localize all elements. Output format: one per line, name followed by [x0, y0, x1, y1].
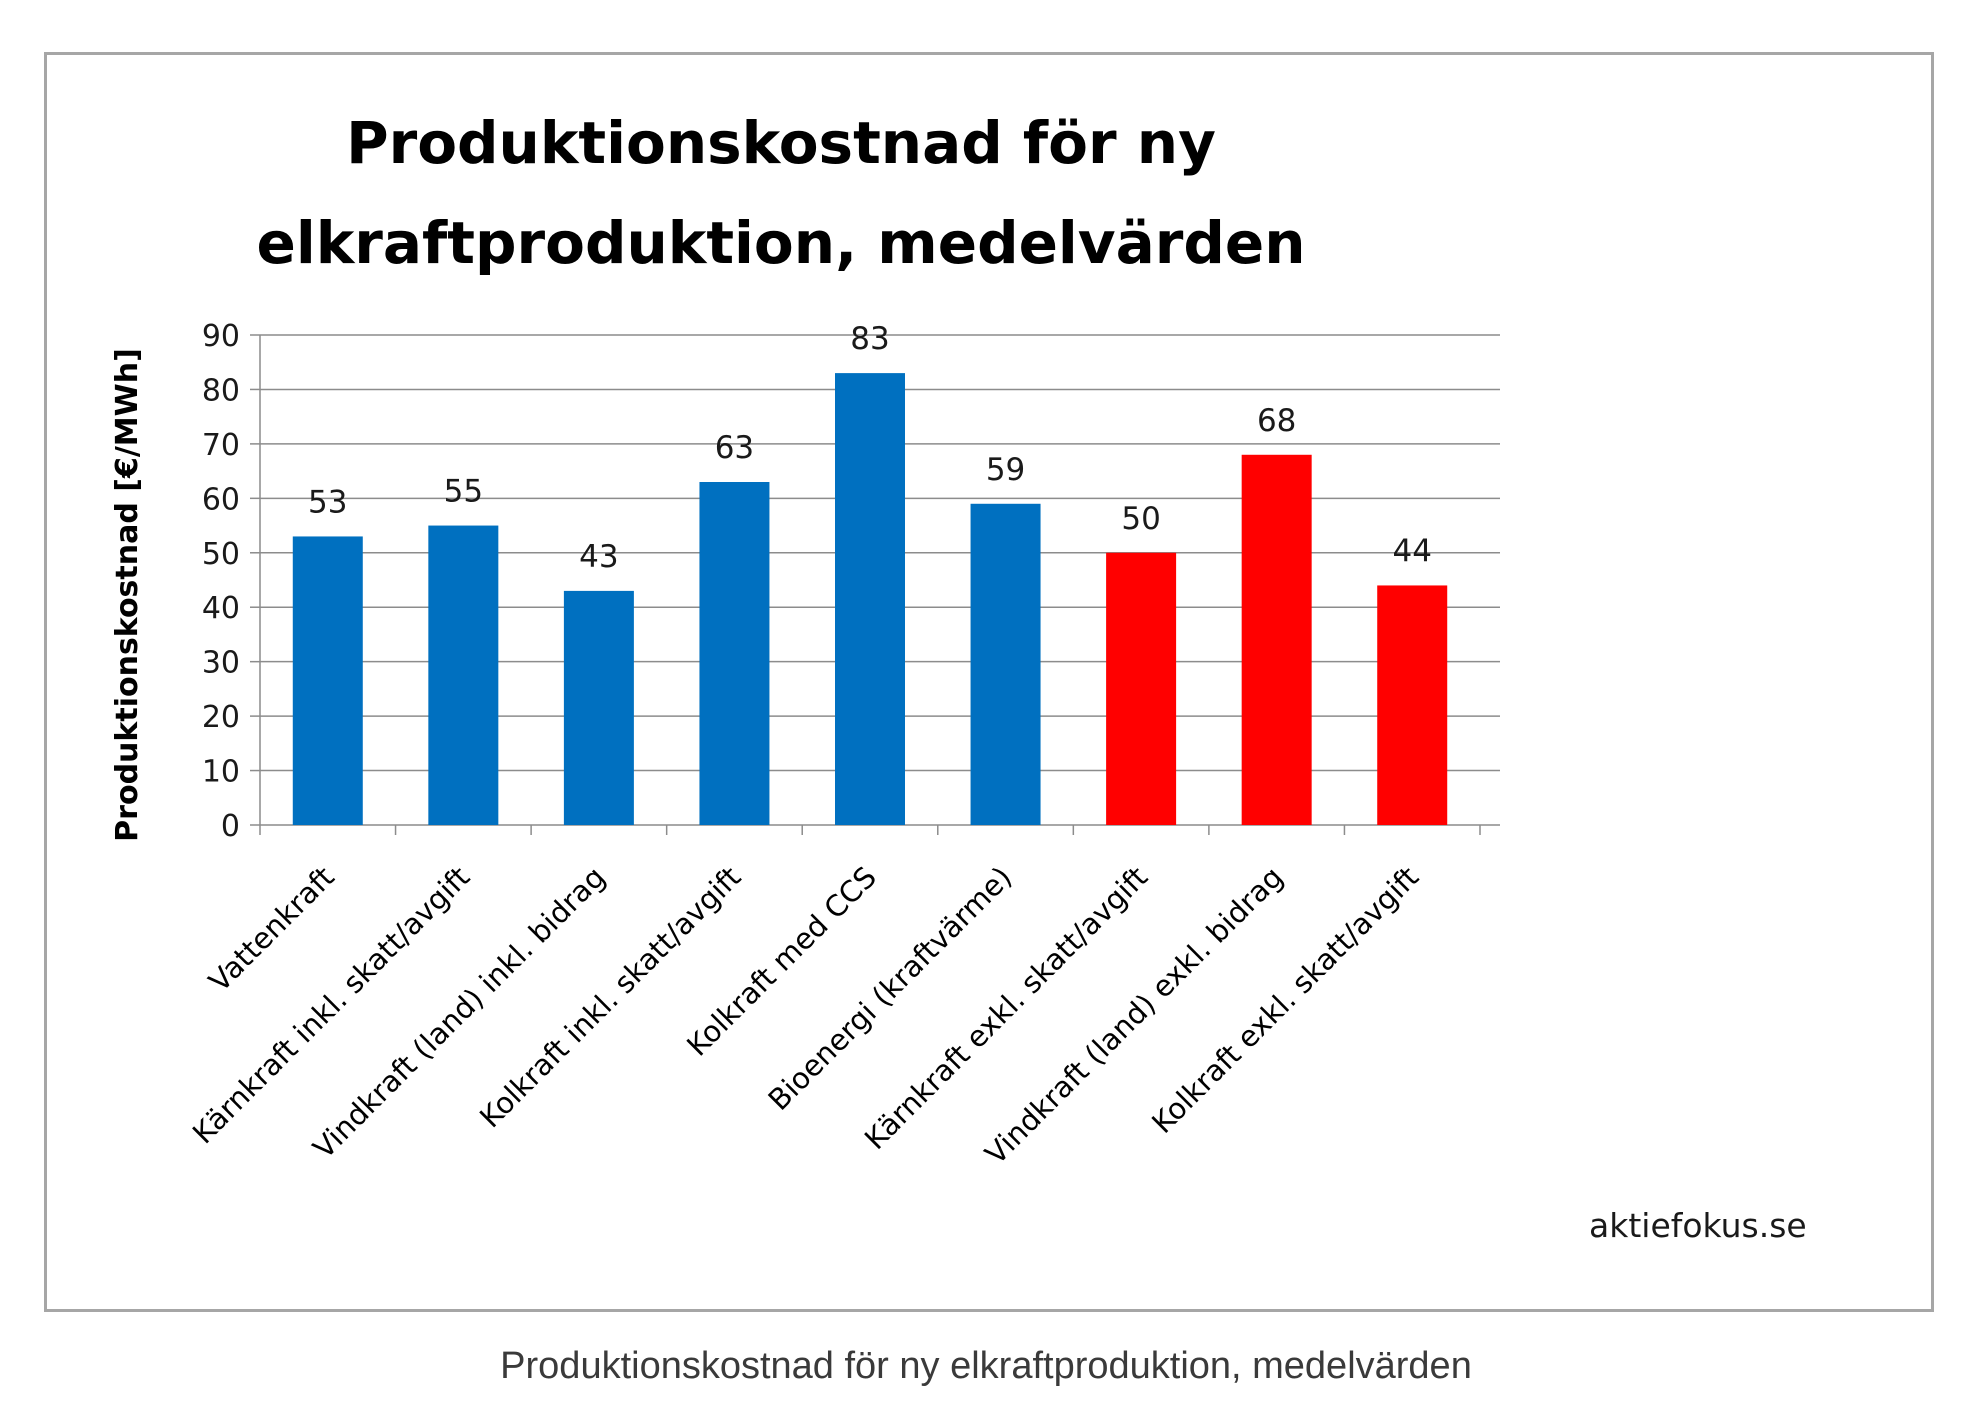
x-category-label: Kolkraft inkl. skatt/avgift — [473, 860, 747, 1134]
x-category-label: Kolkraft exkl. skatt/avgift — [1145, 860, 1425, 1140]
data-label: 68 — [1257, 403, 1296, 439]
y-tick-label: 10 — [202, 755, 240, 790]
x-category-label: Kärnkraft exkl. skatt/avgift — [858, 860, 1154, 1156]
y-tick-label: 90 — [202, 319, 240, 354]
y-tick-label: 70 — [202, 428, 240, 463]
x-category-label: Vindkraft (land) exkl. bidrag — [978, 860, 1289, 1171]
x-category-label: Vattenkraft — [202, 860, 341, 999]
bar — [563, 590, 634, 825]
bar — [292, 536, 363, 825]
chart-title: Produktionskostnad för ny elkraftprodukti… — [256, 109, 1305, 277]
data-labels: 53 55 43 63 83 59 50 68 44 — [308, 321, 1432, 575]
data-label: 50 — [1121, 501, 1160, 537]
chart-title-line: Produktionskostnad för ny — [346, 109, 1216, 177]
y-tick-label: 40 — [202, 591, 240, 626]
bar — [428, 525, 499, 825]
x-category-label: Kärnkraft inkl. skatt/avgift — [186, 860, 476, 1150]
y-tick-label: 80 — [202, 373, 240, 408]
bar — [699, 482, 770, 825]
data-label: 63 — [715, 430, 754, 466]
bar — [970, 503, 1041, 825]
figure-caption: Produktionskostnad för ny elkraftprodukt… — [500, 1345, 1472, 1387]
data-label: 43 — [579, 539, 618, 575]
y-axis-ticks: 0 10 20 30 40 50 60 70 80 90 — [202, 319, 260, 844]
y-tick-label: 20 — [202, 700, 240, 735]
bars — [292, 373, 1448, 825]
y-tick-label: 30 — [202, 646, 240, 681]
x-category-label: Bioenergi (kraftvärme) — [761, 860, 1018, 1117]
data-label: 53 — [308, 484, 347, 520]
data-label: 59 — [986, 452, 1025, 488]
bar — [1106, 552, 1177, 825]
watermark-text: aktiefokus.se — [1589, 1206, 1807, 1245]
y-tick-label: 0 — [221, 809, 240, 844]
data-label: 83 — [850, 321, 889, 357]
bar — [1377, 585, 1448, 825]
chart-frame: Produktionskostnad för ny elkraftprodukti… — [44, 52, 1934, 1312]
bar-chart: Produktionskostnad för ny elkraftprodukti… — [110, 109, 1807, 1245]
chart-title-line: elkraftproduktion, medelvärden — [256, 209, 1305, 277]
bar — [1241, 454, 1312, 825]
bar — [835, 373, 905, 825]
y-tick-label: 50 — [202, 537, 240, 572]
x-category-label: Vindkraft (land) inkl. bidrag — [306, 860, 611, 1165]
data-label: 55 — [444, 474, 483, 510]
y-axis-label: Produktionskostnad [€/MWh] — [110, 348, 145, 842]
data-label: 44 — [1392, 533, 1431, 569]
y-tick-label: 60 — [202, 482, 240, 517]
